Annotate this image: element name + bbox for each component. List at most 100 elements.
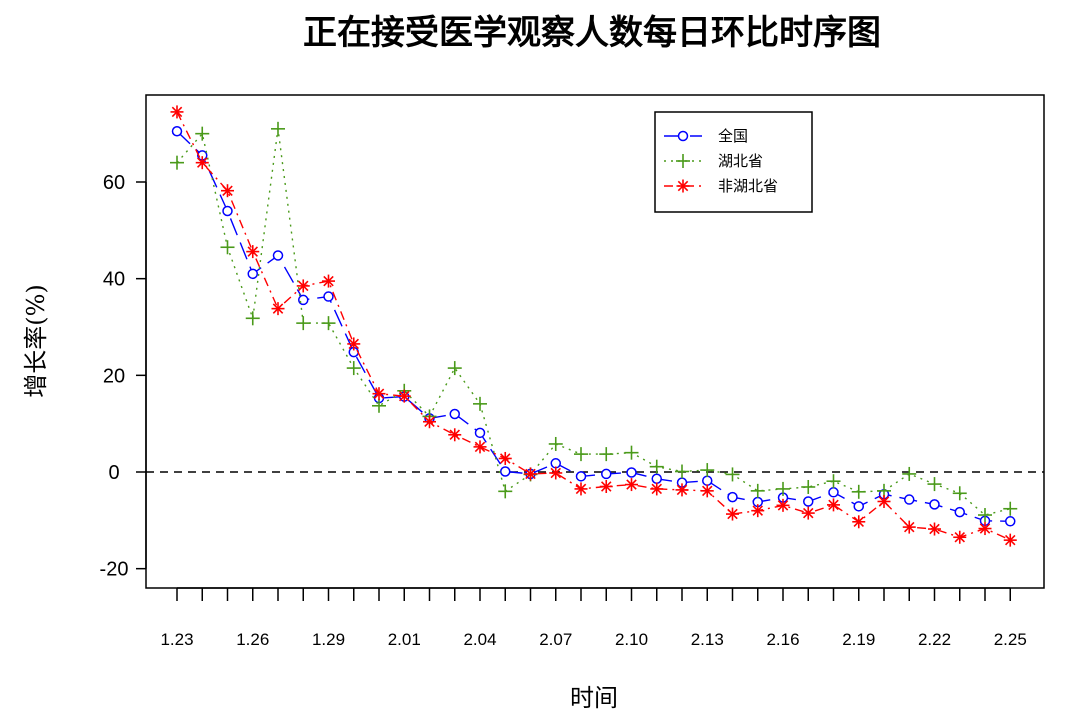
x-tick-label: 2.19	[842, 630, 875, 649]
data-point	[651, 473, 662, 485]
data-point	[902, 520, 916, 534]
data-point	[246, 245, 260, 259]
x-tick-label: 2.16	[766, 630, 799, 649]
x-tick-label: 2.10	[615, 630, 648, 649]
x-tick-label: 2.01	[388, 630, 421, 649]
data-point	[195, 156, 209, 170]
data-point	[978, 508, 992, 523]
data-point	[473, 440, 487, 454]
data-point	[423, 415, 436, 429]
y-tick-label: -20	[100, 559, 129, 581]
data-point	[650, 482, 664, 496]
data-point	[171, 126, 183, 137]
data-point	[601, 468, 612, 480]
x-tick-label: 2.04	[463, 630, 496, 649]
data-point	[548, 436, 563, 451]
data-point	[448, 428, 462, 442]
data-point	[649, 459, 664, 474]
data-point	[220, 240, 235, 255]
data-point	[346, 361, 361, 376]
data-point	[877, 494, 891, 508]
data-point	[676, 154, 690, 168]
data-point	[574, 482, 588, 496]
x-tick-label: 2.22	[918, 630, 951, 649]
legend-box	[654, 111, 813, 213]
data-point	[750, 483, 765, 498]
data-point	[221, 184, 234, 198]
data-point	[447, 361, 462, 376]
data-point	[271, 121, 285, 136]
y-axis-label: 增长率(%)	[22, 284, 50, 398]
data-point	[599, 447, 614, 462]
data-point	[902, 466, 917, 481]
data-point	[928, 522, 941, 536]
data-point	[978, 522, 992, 536]
data-point	[801, 506, 815, 520]
y-tick-label: 60	[103, 172, 125, 194]
data-point	[624, 445, 639, 460]
data-point	[776, 498, 790, 512]
x-tick-label: 2.13	[691, 630, 724, 649]
plot-frame	[145, 94, 1045, 589]
data-point	[298, 294, 309, 306]
data-point	[372, 387, 386, 401]
y-tick-label: 20	[103, 365, 125, 387]
data-point	[473, 396, 487, 411]
legend-item: 全国	[664, 127, 748, 145]
data-point	[474, 427, 486, 439]
data-point	[676, 179, 690, 193]
legend-label: 全国	[718, 127, 748, 145]
data-point	[195, 126, 210, 141]
data-point	[852, 515, 866, 529]
data-point	[222, 205, 233, 217]
chart-title: 正在接受医学观察人数每日环比时序图	[303, 13, 881, 53]
series-3	[170, 105, 1017, 547]
data-point	[347, 337, 361, 351]
series-1	[171, 126, 1016, 527]
data-point	[1003, 501, 1018, 516]
data-point	[954, 506, 965, 518]
data-point	[803, 496, 814, 507]
data-point	[751, 504, 765, 518]
data-point	[272, 250, 284, 261]
data-point	[904, 494, 915, 505]
data-point	[1003, 533, 1017, 547]
data-point	[550, 458, 561, 469]
data-point	[549, 466, 563, 480]
data-point	[323, 291, 334, 302]
data-point	[296, 316, 311, 331]
series-line	[176, 128, 1011, 516]
data-point	[271, 302, 285, 316]
series-2	[170, 121, 1018, 523]
data-point	[702, 475, 713, 486]
data-point	[626, 467, 637, 478]
data-point	[953, 530, 967, 544]
series-line	[176, 111, 1011, 541]
data-point	[1005, 516, 1016, 527]
data-point	[296, 279, 310, 293]
data-point	[498, 451, 512, 465]
data-point	[524, 467, 537, 481]
legend-label: 湖北省	[718, 152, 763, 170]
data-point	[827, 498, 840, 512]
data-point	[625, 478, 638, 492]
x-tick-label: 1.29	[312, 630, 345, 649]
data-point	[952, 486, 967, 501]
data-point	[801, 479, 816, 494]
data-point	[245, 311, 260, 326]
data-point	[700, 484, 714, 498]
data-point	[828, 487, 839, 498]
data-point	[677, 130, 689, 142]
data-point	[321, 316, 336, 331]
data-point	[851, 484, 866, 499]
data-point	[247, 268, 258, 280]
data-point	[727, 491, 738, 503]
data-point	[725, 467, 740, 482]
data-point	[726, 507, 739, 521]
data-point	[853, 501, 864, 512]
legend-label: 非湖北省	[718, 177, 778, 195]
data-point	[397, 389, 411, 403]
legend-item: 湖北省	[664, 152, 763, 170]
